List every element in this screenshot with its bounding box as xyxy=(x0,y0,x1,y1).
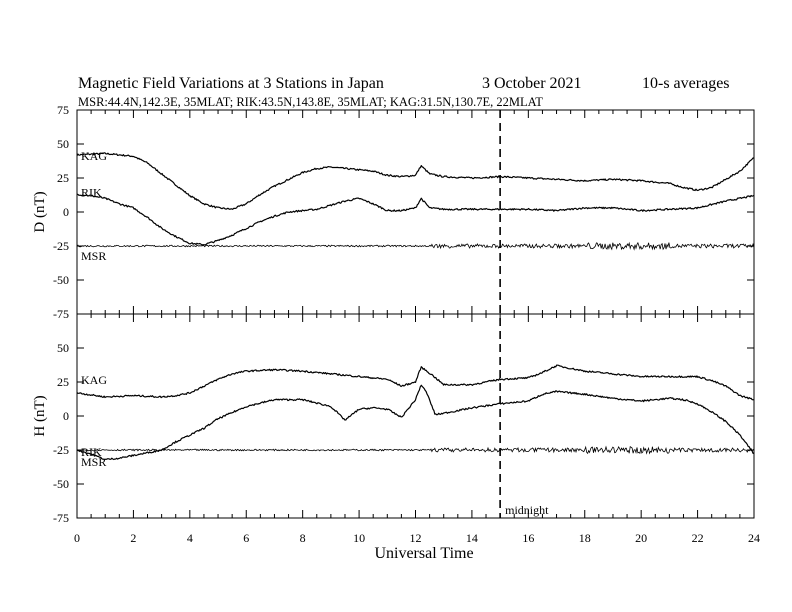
y-axis-label: D (nT) xyxy=(32,191,48,232)
midnight-label: midnight xyxy=(505,503,549,517)
y-tick-label: 25 xyxy=(57,375,69,389)
x-tick-label: 24 xyxy=(748,531,760,545)
series-rik-d xyxy=(76,193,755,246)
chart-date: 3 October 2021 xyxy=(482,75,582,92)
series-kag-h xyxy=(76,364,755,401)
x-tick-label: 2 xyxy=(130,531,136,545)
x-axis-ticklabels: 0 2 4 6 8 10 12 14 16 18 20 22 24 xyxy=(74,531,760,545)
y-tick-label: -75 xyxy=(53,307,69,321)
y-tick-label: -75 xyxy=(53,511,69,525)
x-tick-label: 18 xyxy=(579,531,591,545)
x-tick-label: 0 xyxy=(74,531,80,545)
y-tick-label: 25 xyxy=(57,171,69,185)
series-label-rik: RIK xyxy=(81,185,102,199)
x-tick-label: 12 xyxy=(410,531,422,545)
y-tick-label: 50 xyxy=(57,137,69,151)
y-tick-label: -25 xyxy=(53,443,69,457)
x-tick-label: 8 xyxy=(300,531,306,545)
series-label-kag: KAG xyxy=(81,373,107,387)
x-tick-label: 14 xyxy=(466,531,478,545)
y-tick-label: -50 xyxy=(53,273,69,287)
y-tick-label: 50 xyxy=(57,341,69,355)
series-rik-h xyxy=(76,384,755,461)
panel-d: 75 50 25 0 -25 -50 -75 D (nT) KAG RIK MSR xyxy=(32,103,755,321)
series-kag-d xyxy=(76,152,754,210)
x-tick-label: 16 xyxy=(522,531,534,545)
y-axis-label: H (nT) xyxy=(32,395,48,436)
series-msr-d xyxy=(76,241,755,251)
series-label-msr: MSR xyxy=(81,249,106,263)
series-label-msr: MSR xyxy=(81,455,106,469)
x-tick-label: 10 xyxy=(353,531,365,545)
x-tick-label: 6 xyxy=(243,531,249,545)
chart-averages: 10-s averages xyxy=(642,75,730,92)
series-label-rik: RIK xyxy=(81,445,102,459)
station-info: MSR:44.4N,142.3E, 35MLAT; RIK:43.5N,143.… xyxy=(78,95,543,109)
x-tick-label: 22 xyxy=(692,531,704,545)
x-axis-label: Universal Time xyxy=(374,545,473,562)
y-tick-label: 75 xyxy=(57,103,69,117)
chart-title: Magnetic Field Variations at 3 Stations … xyxy=(78,75,384,92)
panel-frame xyxy=(76,109,755,315)
series-label-kag: KAG xyxy=(81,149,107,163)
y-tick-label: -50 xyxy=(53,477,69,491)
series-msr-h xyxy=(76,445,755,455)
panel-frame xyxy=(76,313,755,519)
y-tick-label: 0 xyxy=(63,205,69,219)
x-tick-label: 20 xyxy=(635,531,647,545)
y-tick-label: 0 xyxy=(63,409,69,423)
y-tick-label: -25 xyxy=(53,239,69,253)
x-tick-label: 4 xyxy=(187,531,193,545)
